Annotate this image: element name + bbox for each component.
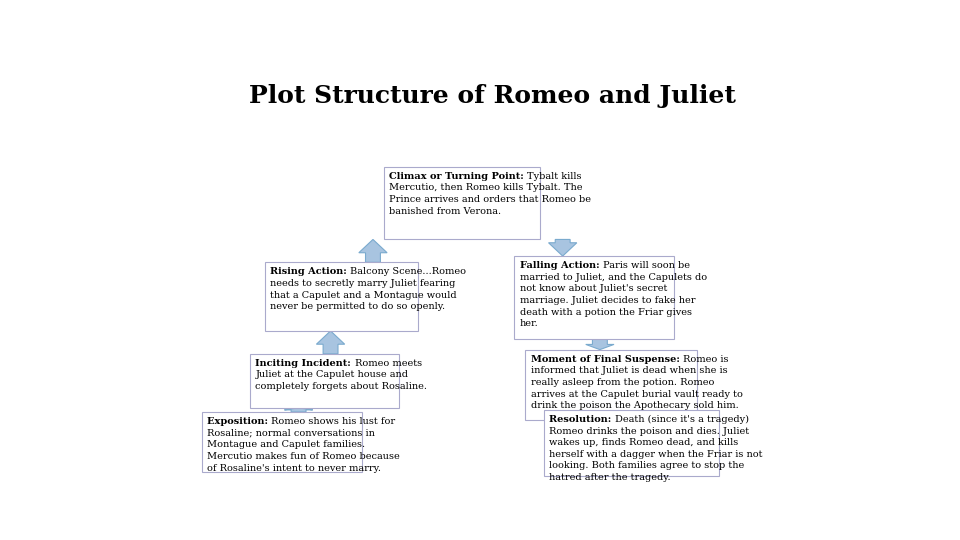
Text: Resolution:: Resolution: — [549, 415, 615, 424]
Text: Romeo meets: Romeo meets — [354, 359, 421, 368]
Text: Exposition:: Exposition: — [207, 417, 272, 426]
Text: needs to secretly marry Juliet fearing: needs to secretly marry Juliet fearing — [271, 279, 456, 288]
Polygon shape — [284, 408, 313, 412]
Text: of Rosaline's intent to never marry.: of Rosaline's intent to never marry. — [207, 463, 381, 472]
Polygon shape — [548, 239, 577, 256]
Text: Inciting Incident:: Inciting Incident: — [255, 359, 354, 368]
Polygon shape — [627, 410, 655, 420]
Text: married to Juliet, and the Capulets do: married to Juliet, and the Capulets do — [519, 273, 707, 282]
Text: Mercutio, then Romeo kills Tybalt. The: Mercutio, then Romeo kills Tybalt. The — [390, 183, 583, 192]
FancyBboxPatch shape — [525, 349, 697, 420]
Text: Paris will soon be: Paris will soon be — [603, 261, 689, 270]
Text: Romeo shows his lust for: Romeo shows his lust for — [272, 417, 396, 426]
Text: hatred after the tragedy.: hatred after the tragedy. — [549, 473, 671, 482]
Text: Prince arrives and orders that Romeo be: Prince arrives and orders that Romeo be — [390, 195, 591, 204]
Polygon shape — [359, 239, 387, 262]
Text: Balcony Scene...Romeo: Balcony Scene...Romeo — [350, 267, 467, 276]
Text: Tybalt kills: Tybalt kills — [527, 172, 582, 181]
FancyBboxPatch shape — [251, 354, 399, 408]
Text: herself with a dagger when the Friar is not: herself with a dagger when the Friar is … — [549, 450, 763, 459]
Text: banished from Verona.: banished from Verona. — [390, 207, 501, 215]
Text: looking. Both families agree to stop the: looking. Both families agree to stop the — [549, 462, 745, 470]
Text: arrives at the Capulet burial vault ready to: arrives at the Capulet burial vault read… — [531, 389, 743, 399]
FancyBboxPatch shape — [384, 167, 540, 239]
Text: never be permitted to do so openly.: never be permitted to do so openly. — [271, 302, 445, 311]
Text: Montague and Capulet families.: Montague and Capulet families. — [207, 440, 365, 449]
Text: Romeo is: Romeo is — [683, 355, 729, 363]
FancyBboxPatch shape — [544, 410, 719, 476]
Text: Death (since it's a tragedy): Death (since it's a tragedy) — [615, 415, 749, 424]
Text: Rosaline; normal conversations in: Rosaline; normal conversations in — [207, 429, 375, 437]
FancyBboxPatch shape — [202, 412, 362, 472]
Text: death with a potion the Friar gives: death with a potion the Friar gives — [519, 308, 691, 316]
Text: completely forgets about Rosaline.: completely forgets about Rosaline. — [255, 382, 427, 391]
Text: Mercutio makes fun of Romeo because: Mercutio makes fun of Romeo because — [207, 452, 399, 461]
Polygon shape — [586, 339, 614, 349]
FancyBboxPatch shape — [515, 256, 674, 339]
Text: Falling Action:: Falling Action: — [519, 261, 603, 270]
Text: Romeo drinks the poison and dies. Juliet: Romeo drinks the poison and dies. Juliet — [549, 427, 750, 436]
Text: wakes up, finds Romeo dead, and kills: wakes up, finds Romeo dead, and kills — [549, 438, 738, 447]
Text: Rising Action:: Rising Action: — [271, 267, 350, 276]
Polygon shape — [317, 331, 345, 354]
Text: her.: her. — [519, 319, 539, 328]
Text: Plot Structure of Romeo and Juliet: Plot Structure of Romeo and Juliet — [249, 84, 735, 107]
Text: informed that Juliet is dead when she is: informed that Juliet is dead when she is — [531, 366, 728, 375]
Text: Juliet at the Capulet house and: Juliet at the Capulet house and — [255, 370, 408, 380]
Text: drink the poison the Apothecary sold him.: drink the poison the Apothecary sold him… — [531, 401, 738, 410]
Text: not know about Juliet's secret: not know about Juliet's secret — [519, 285, 667, 293]
Text: that a Capulet and a Montague would: that a Capulet and a Montague would — [271, 291, 457, 300]
Text: Moment of Final Suspense:: Moment of Final Suspense: — [531, 355, 683, 363]
Text: marriage. Juliet decides to fake her: marriage. Juliet decides to fake her — [519, 296, 695, 305]
Text: really asleep from the potion. Romeo: really asleep from the potion. Romeo — [531, 378, 714, 387]
Text: Climax or Turning Point:: Climax or Turning Point: — [390, 172, 527, 181]
FancyBboxPatch shape — [265, 262, 418, 331]
